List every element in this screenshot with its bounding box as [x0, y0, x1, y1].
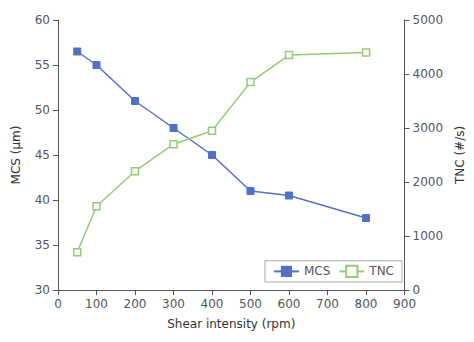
svg-text:600: 600 — [278, 297, 301, 311]
svg-text:300: 300 — [162, 297, 185, 311]
svg-text:3000: 3000 — [413, 121, 444, 135]
svg-text:MCS (μm): MCS (μm) — [9, 126, 23, 185]
svg-text:200: 200 — [124, 297, 147, 311]
svg-text:TNC (#/s): TNC (#/s) — [453, 126, 467, 185]
svg-text:400: 400 — [201, 297, 224, 311]
svg-text:2000: 2000 — [413, 175, 444, 189]
svg-text:800: 800 — [355, 297, 378, 311]
svg-text:Shear intensity (rpm): Shear intensity (rpm) — [167, 317, 295, 331]
svg-text:45: 45 — [35, 148, 50, 162]
svg-text:5000: 5000 — [413, 13, 444, 27]
svg-text:500: 500 — [239, 297, 262, 311]
svg-text:100: 100 — [85, 297, 108, 311]
svg-text:30: 30 — [35, 283, 50, 297]
svg-text:35: 35 — [35, 238, 50, 252]
svg-text:50: 50 — [35, 103, 50, 117]
svg-text:900: 900 — [393, 297, 416, 311]
svg-text:55: 55 — [35, 58, 50, 72]
svg-text:MCS: MCS — [304, 264, 330, 278]
svg-text:4000: 4000 — [413, 67, 444, 81]
svg-text:0: 0 — [54, 297, 62, 311]
svg-text:TNC: TNC — [368, 264, 394, 278]
svg-text:700: 700 — [316, 297, 339, 311]
svg-text:40: 40 — [35, 193, 50, 207]
svg-text:60: 60 — [35, 13, 50, 27]
svg-text:0: 0 — [413, 283, 421, 297]
svg-text:1000: 1000 — [413, 229, 444, 243]
